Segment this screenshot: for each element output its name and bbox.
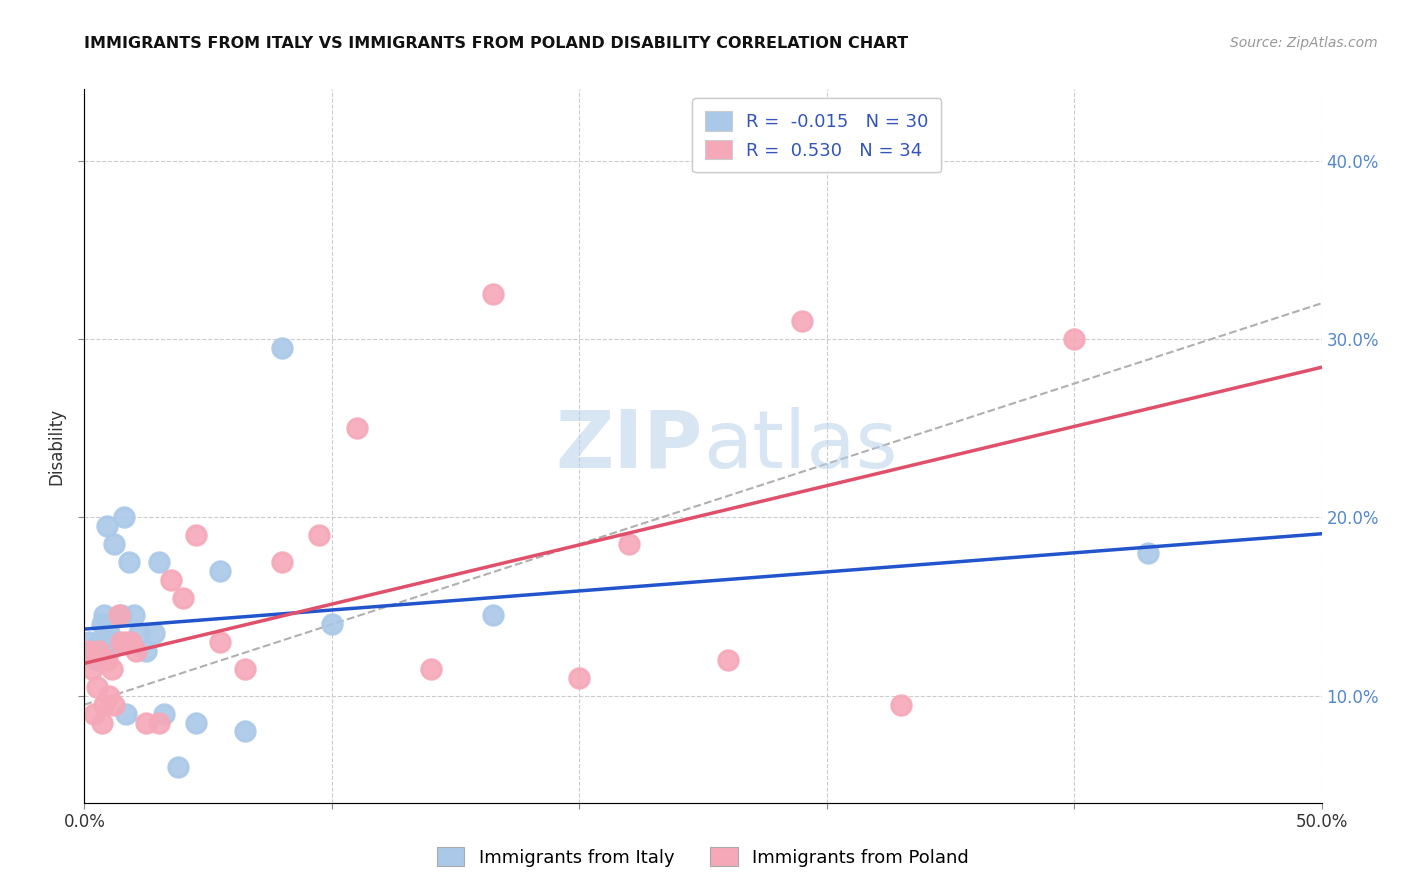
Point xyxy=(125,644,148,658)
Point xyxy=(89,635,111,649)
Point xyxy=(890,698,912,712)
Point xyxy=(112,510,135,524)
Point xyxy=(96,653,118,667)
Point xyxy=(135,715,157,730)
Text: ZIP: ZIP xyxy=(555,407,703,485)
Point xyxy=(120,635,142,649)
Point xyxy=(481,287,503,301)
Point xyxy=(83,706,105,721)
Point xyxy=(110,635,132,649)
Point xyxy=(103,698,125,712)
Point xyxy=(103,537,125,551)
Point xyxy=(271,555,294,569)
Point xyxy=(142,626,165,640)
Point xyxy=(96,519,118,533)
Point xyxy=(93,608,115,623)
Point xyxy=(128,626,150,640)
Point xyxy=(122,608,145,623)
Point xyxy=(98,626,121,640)
Point xyxy=(172,591,194,605)
Point xyxy=(115,706,138,721)
Point xyxy=(100,635,122,649)
Point xyxy=(419,662,441,676)
Point xyxy=(568,671,591,685)
Point xyxy=(86,680,108,694)
Point xyxy=(98,689,121,703)
Point xyxy=(321,617,343,632)
Point xyxy=(90,644,112,658)
Point xyxy=(110,608,132,623)
Point xyxy=(209,635,232,649)
Point xyxy=(717,653,740,667)
Point xyxy=(308,528,330,542)
Point xyxy=(80,662,103,676)
Point xyxy=(86,653,108,667)
Point xyxy=(100,662,122,676)
Point xyxy=(93,698,115,712)
Point xyxy=(790,314,813,328)
Point xyxy=(346,421,368,435)
Point xyxy=(90,617,112,632)
Point xyxy=(209,564,232,578)
Point xyxy=(148,555,170,569)
Point xyxy=(1063,332,1085,346)
Point xyxy=(152,706,174,721)
Point xyxy=(83,644,105,658)
Text: atlas: atlas xyxy=(703,407,897,485)
Point xyxy=(271,341,294,355)
Point xyxy=(184,528,207,542)
Point xyxy=(108,608,131,623)
Point xyxy=(160,573,183,587)
Point xyxy=(105,635,128,649)
Point xyxy=(1137,546,1160,560)
Point xyxy=(481,608,503,623)
Legend: R =  -0.015   N = 30, R =  0.530   N = 34: R = -0.015 N = 30, R = 0.530 N = 34 xyxy=(692,98,942,172)
Text: Source: ZipAtlas.com: Source: ZipAtlas.com xyxy=(1230,36,1378,50)
Y-axis label: Disability: Disability xyxy=(48,408,66,484)
Point xyxy=(233,662,256,676)
Point xyxy=(89,644,111,658)
Legend: Immigrants from Italy, Immigrants from Poland: Immigrants from Italy, Immigrants from P… xyxy=(430,840,976,874)
Point xyxy=(148,715,170,730)
Point xyxy=(115,635,138,649)
Point xyxy=(79,635,101,649)
Point xyxy=(167,760,190,774)
Point xyxy=(617,537,640,551)
Point xyxy=(184,715,207,730)
Point xyxy=(233,724,256,739)
Point xyxy=(90,715,112,730)
Point xyxy=(135,644,157,658)
Point xyxy=(79,644,101,658)
Text: IMMIGRANTS FROM ITALY VS IMMIGRANTS FROM POLAND DISABILITY CORRELATION CHART: IMMIGRANTS FROM ITALY VS IMMIGRANTS FROM… xyxy=(84,36,908,51)
Point xyxy=(118,555,141,569)
